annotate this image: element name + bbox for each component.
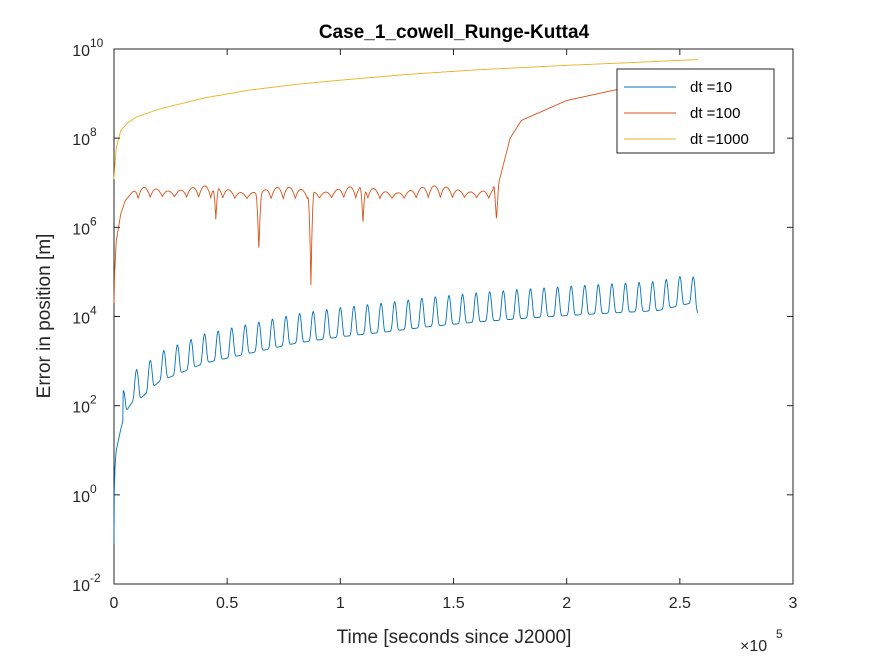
chart-title: Case_1_cowell_Runge-Kutta4 (319, 22, 590, 43)
y-tick-label-base: 10 (72, 221, 90, 238)
x-exponent-power: 5 (776, 627, 783, 641)
x-exponent-base: ×10 (740, 638, 767, 655)
x-tick-label: 1.5 (442, 595, 464, 612)
series-line-dt-1000 (113, 59, 698, 180)
y-tick-label-base: 10 (72, 400, 90, 417)
legend-label-dt-100: dt =100 (690, 105, 740, 122)
series-line-dt-100 (113, 71, 699, 304)
y-tick-label-exponent: 6 (90, 214, 97, 228)
legend-label-dt-10: dt =10 (690, 79, 732, 96)
y-tick-label-exponent: 8 (90, 125, 97, 139)
y-tick-label-exponent: 0 (90, 482, 97, 496)
series-line-dt-10 (113, 275, 699, 544)
y-tick-label-base: 10 (72, 311, 90, 328)
legend: dt =10 dt =100 dt =1000 (616, 68, 775, 154)
x-exponent-multiplier: ×10 5 (740, 627, 783, 655)
y-tick-label-base: 10 (72, 132, 90, 149)
series-layer (113, 59, 699, 544)
legend-label-dt-1000: dt =1000 (690, 131, 749, 148)
x-axis-label: Time [seconds since J2000] (337, 627, 572, 648)
x-tick-label: 2 (562, 595, 571, 612)
x-tick-label: 3 (789, 595, 798, 612)
y-tick-label-exponent: 4 (90, 304, 97, 318)
x-tick-label: 2.5 (669, 595, 691, 612)
y-tick-label-base: 10 (72, 578, 90, 595)
x-tick-label: 0 (110, 595, 119, 612)
y-tick-label-exponent: 10 (90, 36, 104, 50)
x-tick-label: 0.5 (216, 595, 238, 612)
y-tick-label-exponent: -2 (90, 571, 101, 585)
x-tick-label: 1 (336, 595, 345, 612)
y-tick-label-exponent: 2 (90, 393, 97, 407)
y-axis-label: Error in position [m] (34, 234, 55, 399)
y-tick-label-base: 10 (72, 489, 90, 506)
y-tick-label-base: 10 (72, 43, 90, 60)
